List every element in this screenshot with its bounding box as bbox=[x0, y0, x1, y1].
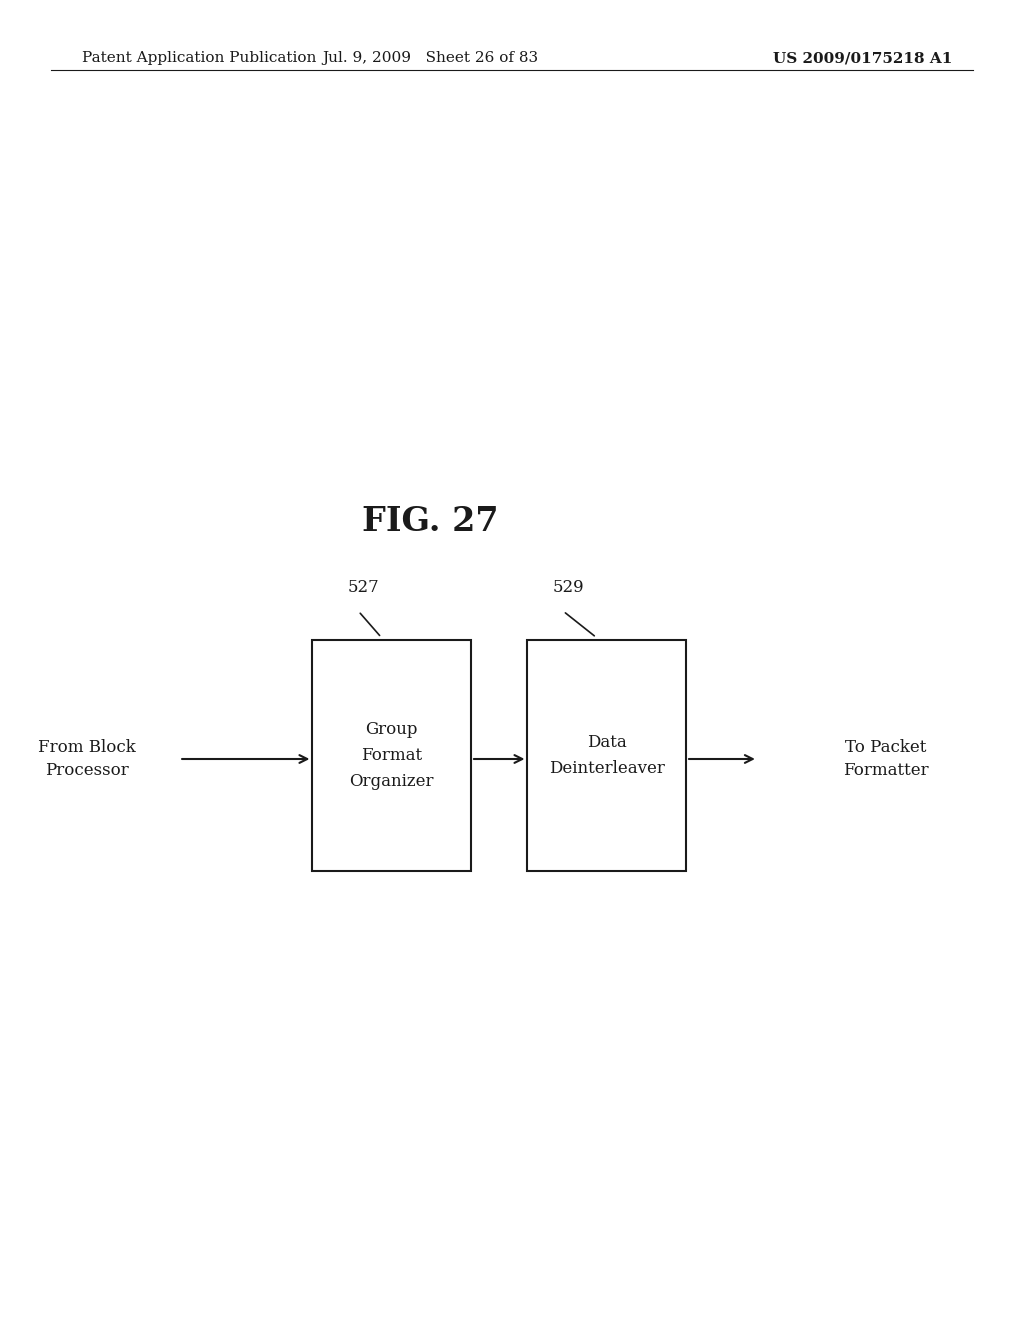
Bar bbox=[312, 640, 471, 871]
Text: From Block
Processor: From Block Processor bbox=[38, 739, 136, 779]
Text: 527: 527 bbox=[347, 579, 380, 595]
Text: Patent Application Publication: Patent Application Publication bbox=[82, 51, 316, 65]
Text: Group
Format
Organizer: Group Format Organizer bbox=[349, 721, 434, 791]
Text: Data
Deinterleaver: Data Deinterleaver bbox=[549, 734, 665, 777]
Text: To Packet
Formatter: To Packet Formatter bbox=[843, 739, 929, 779]
Text: Jul. 9, 2009   Sheet 26 of 83: Jul. 9, 2009 Sheet 26 of 83 bbox=[322, 51, 539, 65]
Text: US 2009/0175218 A1: US 2009/0175218 A1 bbox=[773, 51, 952, 65]
Text: FIG. 27: FIG. 27 bbox=[361, 504, 499, 539]
Bar bbox=[527, 640, 686, 871]
Text: 529: 529 bbox=[553, 579, 584, 595]
